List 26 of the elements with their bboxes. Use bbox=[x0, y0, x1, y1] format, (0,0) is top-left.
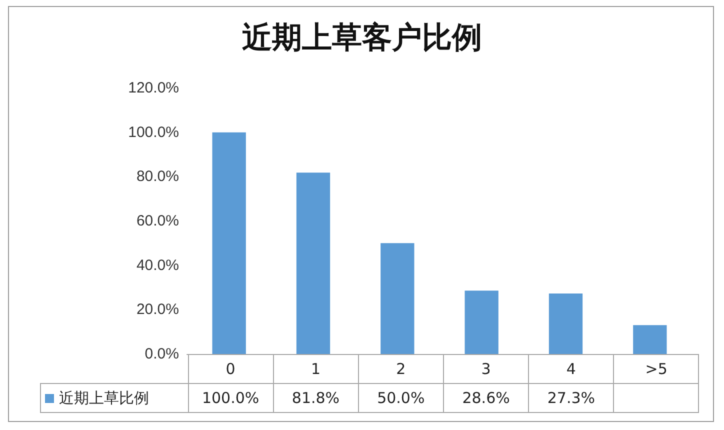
x-tick-label: 4 bbox=[528, 354, 614, 384]
x-tick-label: 0 bbox=[188, 354, 274, 384]
y-tick-label: 20.0% bbox=[136, 301, 179, 318]
bar bbox=[548, 293, 583, 354]
x-tick-label: >5 bbox=[614, 354, 699, 384]
x-tick-label: 3 bbox=[443, 354, 529, 384]
bar bbox=[464, 290, 498, 354]
bar bbox=[296, 172, 330, 354]
text: 28.6% bbox=[462, 389, 510, 407]
y-tick-label: 0.0% bbox=[144, 346, 179, 362]
legend-label: 近期上草比例 bbox=[59, 388, 149, 406]
bar bbox=[380, 243, 414, 354]
y-tick-label: 40.0% bbox=[136, 256, 179, 274]
y-tick-label: 60.0% bbox=[136, 212, 179, 230]
text: 81.8% bbox=[292, 389, 340, 407]
text: 100.0% bbox=[202, 389, 260, 407]
y-tick-label: 120.0% bbox=[128, 80, 179, 96]
y-tick-label: 100.0% bbox=[128, 124, 179, 141]
text: 50.0% bbox=[377, 389, 425, 407]
y-tick-label: 80.0% bbox=[136, 168, 179, 186]
text: 27.3% bbox=[547, 389, 596, 407]
x-tick-label: 1 bbox=[273, 354, 358, 384]
bar bbox=[212, 132, 246, 354]
chart-title: 近期上草客户比例 bbox=[242, 20, 482, 54]
x-tick-label: 2 bbox=[358, 354, 444, 384]
bar bbox=[633, 325, 667, 354]
